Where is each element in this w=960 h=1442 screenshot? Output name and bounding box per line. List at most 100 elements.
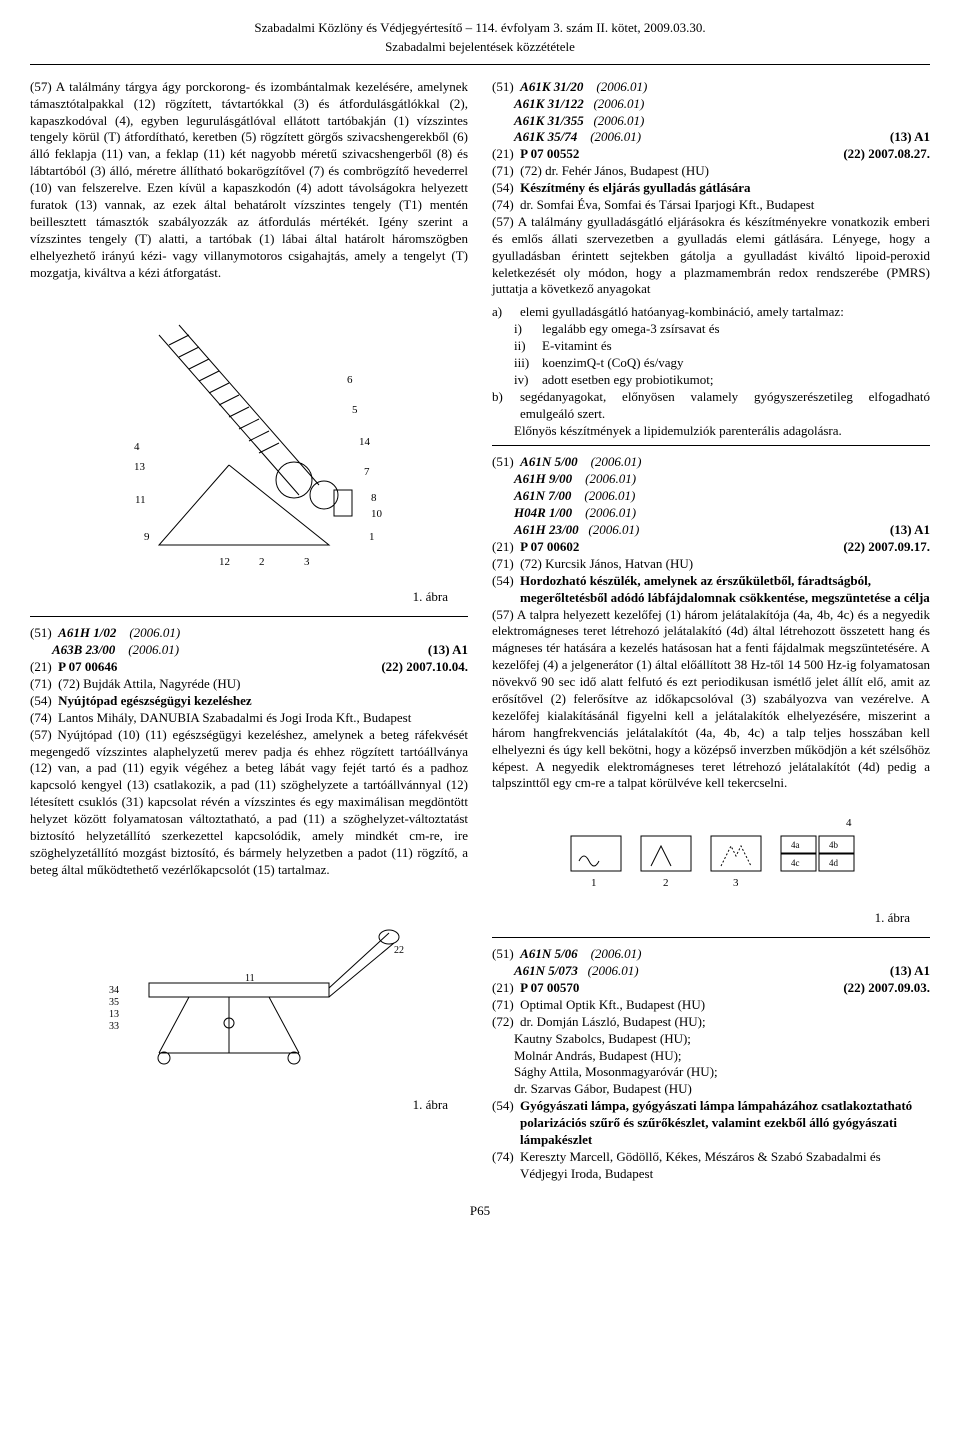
page-number: P65 <box>30 1203 930 1220</box>
ipc-code: A61K 31/355 <box>514 113 584 128</box>
list-marker-iii: iii) <box>492 355 542 372</box>
ipc-code: A61K 31/20 <box>520 79 583 94</box>
svg-text:14: 14 <box>359 436 371 448</box>
figure-2-left: 34 35 13 33 11 22 <box>30 893 468 1083</box>
svg-text:4c: 4c <box>791 858 800 868</box>
inventor: Molnár András, Budapest (HU); <box>492 1048 930 1065</box>
svg-text:8: 8 <box>371 492 377 504</box>
drawing-svg-1: 6 5 14 7 8 10 1 4 13 11 9 12 2 3 <box>99 295 399 575</box>
svg-text:35: 35 <box>109 997 119 1008</box>
applicant: (72) Kurcsik János, Hatvan (HU) <box>520 556 693 571</box>
ipc-date: (2006.01) <box>584 488 635 503</box>
svg-text:5: 5 <box>352 404 358 416</box>
applicant: (72) Bujdák Attila, Nagyréde (HU) <box>58 676 240 691</box>
two-column-layout: (57) A találmány tárgya ágy porckorong- … <box>30 79 930 1183</box>
svg-text:4a: 4a <box>791 840 800 850</box>
ipc-date: (2006.01) <box>128 642 179 657</box>
svg-text:2: 2 <box>663 877 669 889</box>
code-51: (51) <box>492 454 514 469</box>
code-72: (72) <box>492 1014 520 1031</box>
figure-2-caption-left: 1. ábra <box>30 1097 448 1114</box>
section-rule-right-1 <box>492 445 930 446</box>
abstract-57-right-1: (57) A találmány gyulladásgátló eljáráso… <box>492 214 930 298</box>
code-21: (21) <box>492 980 514 995</box>
ipc-date: (2006.01) <box>593 96 644 111</box>
code-21: (21) <box>492 146 514 161</box>
svg-text:3: 3 <box>304 556 310 568</box>
list-marker-i: i) <box>492 321 542 338</box>
title: Nyújtópad egészségügyi kezeléshez <box>58 693 252 708</box>
ipc-date: (2006.01) <box>129 625 180 640</box>
agent: Lantos Mihály, DANUBIA Szabadalmi és Jog… <box>58 710 411 727</box>
title: Készítmény és eljárás gyulladás gátlásár… <box>520 180 750 195</box>
svg-text:34: 34 <box>109 985 119 996</box>
inventor: dr. Domján László, Budapest (HU); <box>520 1014 706 1031</box>
biblio-left-entry-2: (51) A61H 1/02 (2006.01) A63B 23/00 (200… <box>30 625 468 726</box>
ipc-code: A61H 23/00 <box>514 522 579 537</box>
code-74: (74) <box>30 710 58 727</box>
ipc-code: H04R 1/00 <box>514 505 572 520</box>
right-column: (51) A61K 31/20 (2006.01) A61K 31/122 (2… <box>492 79 930 1183</box>
filing-date: (22) 2007.10.04. <box>371 659 468 676</box>
section-rule-right-2 <box>492 937 930 938</box>
list-marker-a: a) <box>492 304 520 321</box>
svg-text:13: 13 <box>134 461 146 473</box>
code-21: (21) <box>30 659 52 674</box>
ipc-date: (2006.01) <box>588 522 639 537</box>
svg-text:4: 4 <box>134 441 140 453</box>
svg-text:4b: 4b <box>829 840 839 850</box>
code-74: (74) <box>492 1149 520 1183</box>
biblio-right-entry-2: (51) A61N 5/00 (2006.01) A61H 9/00 (2006… <box>492 454 930 606</box>
app-number: P 07 00602 <box>520 539 579 554</box>
svg-text:11: 11 <box>245 973 255 984</box>
ipc-date: (2006.01) <box>588 963 639 978</box>
drawing-svg-2: 34 35 13 33 11 22 <box>89 893 409 1083</box>
svg-text:3: 3 <box>733 877 739 889</box>
ipc-code: A63B 23/00 <box>52 642 115 657</box>
figure-right: 1 2 3 4a 4b 4c 4d 4 <box>492 806 930 896</box>
code-74: (74) <box>492 197 520 214</box>
code-54: (54) <box>492 180 514 195</box>
app-number: P 07 00570 <box>520 980 579 995</box>
figure-1-left: 6 5 14 7 8 10 1 4 13 11 9 12 2 3 <box>30 295 468 575</box>
ipc-code: A61N 5/06 <box>520 946 577 961</box>
figure-caption-right: 1. ábra <box>492 910 910 927</box>
kind-code: (13) A1 <box>418 642 468 659</box>
list-text: legalább egy omega-3 zsírsavat és <box>542 321 930 338</box>
list-text: elemi gyulladásgátló hatóanyag-kombináci… <box>520 304 930 321</box>
abstract-57-right-2: (57) A talpra helyezett kezelőfej (1) há… <box>492 607 930 793</box>
header-rule <box>30 64 930 65</box>
list-marker-ii: ii) <box>492 338 542 355</box>
list-marker-b: b) <box>492 389 520 423</box>
ipc-code: A61K 35/74 <box>514 129 577 144</box>
ipc-date: (2006.01) <box>585 471 636 486</box>
filing-date: (22) 2007.08.27. <box>833 146 930 163</box>
svg-text:6: 6 <box>347 374 353 386</box>
list-text: E-vitamint és <box>542 338 930 355</box>
svg-text:4: 4 <box>846 817 852 829</box>
ipc-date: (2006.01) <box>590 129 641 144</box>
code-71: (71) <box>492 556 514 571</box>
ipc-code: A61N 5/00 <box>520 454 577 469</box>
code-54: (54) <box>30 693 52 708</box>
svg-text:13: 13 <box>109 1009 119 1020</box>
ipc-code: A61N 5/073 <box>514 963 578 978</box>
header-line-2: Szabadalmi bejelentések közzététele <box>30 39 930 56</box>
inventor: Sághy Attila, Mosonmagyaróvár (HU); <box>492 1064 930 1081</box>
agent: dr. Somfai Éva, Somfai és Társai Iparjog… <box>520 197 814 214</box>
biblio-right-entry-1: (51) A61K 31/20 (2006.01) A61K 31/122 (2… <box>492 79 930 214</box>
code-71: (71) <box>492 163 514 178</box>
code-54: (54) <box>492 1098 520 1149</box>
inventor: Kautny Szabolcs, Budapest (HU); <box>492 1031 930 1048</box>
filing-date: (22) 2007.09.03. <box>833 980 930 997</box>
figure-1-caption-left: 1. ábra <box>30 589 448 606</box>
ipc-date: (2006.01) <box>591 946 642 961</box>
svg-text:1: 1 <box>591 877 597 889</box>
kind-code: (13) A1 <box>880 522 930 539</box>
drawing-svg-3: 1 2 3 4a 4b 4c 4d 4 <box>551 806 871 896</box>
svg-text:4d: 4d <box>829 858 839 868</box>
kind-code: (13) A1 <box>880 129 930 146</box>
ipc-date: (2006.01) <box>596 79 647 94</box>
app-number: P 07 00646 <box>58 659 117 674</box>
svg-text:33: 33 <box>109 1021 119 1032</box>
